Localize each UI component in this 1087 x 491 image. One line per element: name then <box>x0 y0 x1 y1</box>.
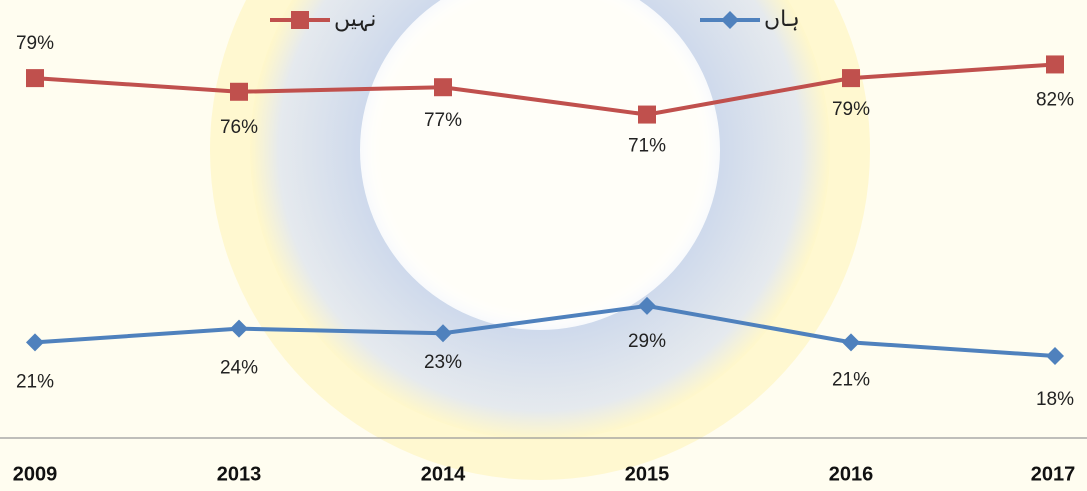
legend-label: نہیں <box>334 7 376 32</box>
x-tick-label: 2009 <box>13 463 58 485</box>
marker <box>638 106 656 124</box>
data-label: 29% <box>628 331 666 352</box>
chart: 2009 2013 2014 2015 2016 2017 79% 76% 77% 71% 79% 8… <box>0 0 1087 491</box>
data-label: 79% <box>832 99 870 120</box>
data-label: 79% <box>16 33 54 54</box>
x-tick-label: 2013 <box>217 463 262 485</box>
data-label: 18% <box>1036 389 1074 410</box>
legend-label: ہاں <box>764 7 800 32</box>
x-tick-label: 2014 <box>421 463 466 485</box>
x-tick-label: 2015 <box>625 463 670 485</box>
data-label: 82% <box>1036 89 1074 110</box>
data-label: 77% <box>424 110 462 131</box>
data-label: 24% <box>220 358 258 379</box>
marker <box>1046 55 1064 73</box>
data-label: 21% <box>16 371 54 392</box>
data-label: 76% <box>220 117 258 138</box>
marker <box>842 69 860 87</box>
data-label: 23% <box>424 352 462 373</box>
data-label: 71% <box>628 136 666 157</box>
data-label: 21% <box>832 369 870 390</box>
marker <box>434 78 452 96</box>
x-tick-label: 2016 <box>829 463 874 485</box>
x-tick-label: 2017 <box>1031 463 1076 485</box>
legend-marker <box>291 11 309 29</box>
marker <box>26 69 44 87</box>
marker <box>230 83 248 101</box>
